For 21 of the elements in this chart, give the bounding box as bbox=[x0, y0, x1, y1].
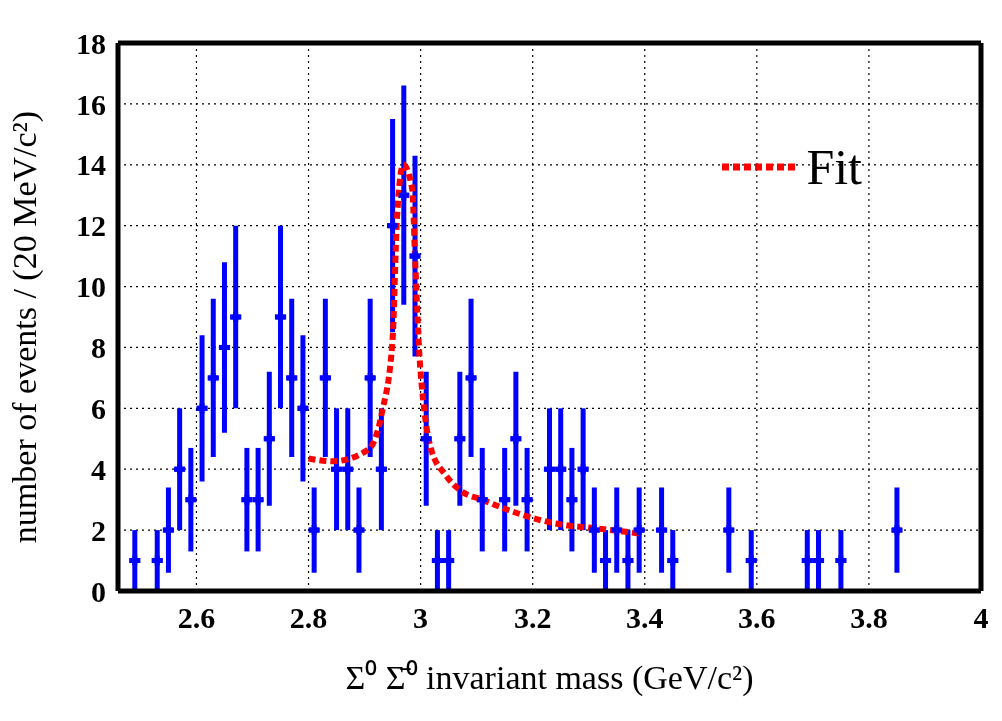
x-axis-title: Σ⁰ Σ̄⁰ invariant mass (GeV/c²) bbox=[345, 659, 754, 697]
y-tick-label: 2 bbox=[91, 513, 106, 547]
x-tick-label: 2.8 bbox=[289, 601, 328, 635]
x-tick-label: 3.4 bbox=[626, 601, 664, 635]
x-tick-label: 3.6 bbox=[738, 601, 776, 635]
y-tick-label: 12 bbox=[76, 209, 106, 243]
x-tick-label: 2.6 bbox=[177, 601, 216, 635]
y-tick-label: 10 bbox=[76, 270, 106, 304]
x-tick-label: 3 bbox=[413, 601, 429, 635]
x-tick-label: 3.2 bbox=[513, 601, 552, 635]
y-tick-label: 16 bbox=[76, 87, 106, 121]
y-tick-label: 14 bbox=[76, 148, 106, 182]
x-tick-label: 4 bbox=[973, 601, 989, 635]
x-tick-label: 3.8 bbox=[850, 601, 888, 635]
y-tick-label: 0 bbox=[91, 574, 106, 608]
legend-label: Fit bbox=[806, 138, 862, 196]
y-tick-label: 6 bbox=[91, 391, 106, 425]
y-tick-label: 8 bbox=[91, 331, 106, 365]
y-tick-label: 18 bbox=[76, 26, 106, 60]
y-axis-title: number of events / (20 MeV/c²) bbox=[6, 110, 45, 544]
y-tick-label: 4 bbox=[91, 452, 106, 486]
